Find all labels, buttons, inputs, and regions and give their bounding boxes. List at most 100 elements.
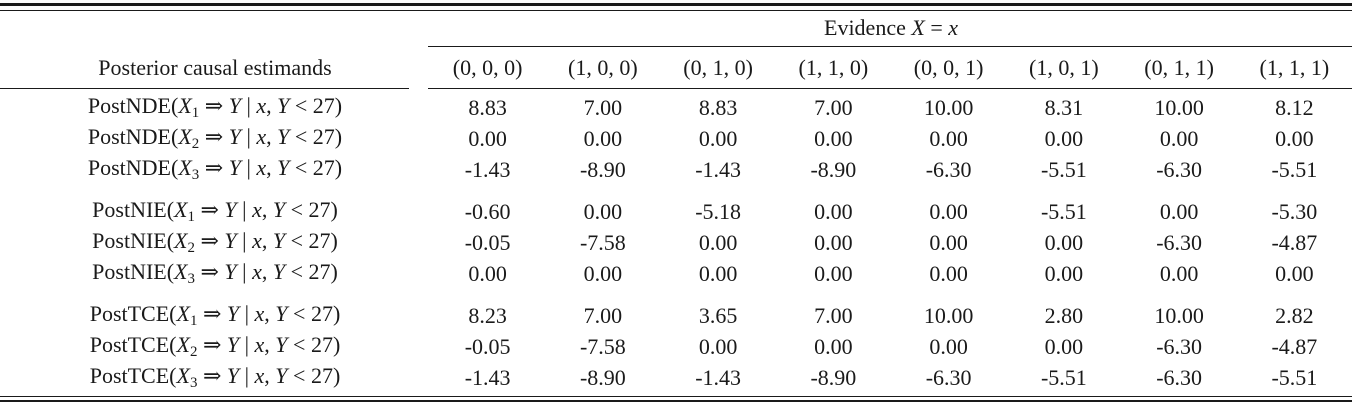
row-label: PostNDE(X1 ⇒ Y | x, Y < 27) [87, 92, 343, 122]
value-cell: 8.23 [468, 302, 507, 328]
value-cell: -4.87 [1271, 229, 1318, 255]
value-cell: -8.90 [579, 156, 626, 182]
table-row: PostTCE(X1 ⇒ Y | x, Y < 27) 8.23 7.00 3.65 7… [0, 300, 1352, 331]
bottom-rule-thin [0, 396, 1352, 398]
top-rule-thick [0, 3, 1352, 6]
column-header: (0, 0, 1) [913, 54, 984, 80]
value-cell: 0.00 [468, 260, 507, 286]
value-cell: -1.43 [695, 156, 742, 182]
value-cell: 0.00 [929, 125, 968, 151]
value-cell: 8.83 [698, 94, 738, 120]
value-cell: -4.87 [1271, 333, 1318, 359]
value-cell: 0.00 [1275, 260, 1314, 286]
table-row: PostTCE(X3 ⇒ Y | x, Y < 27) -1.43 -8.90 -1.… [0, 362, 1352, 393]
row-label: PostNIE(X2 ⇒ Y | x, Y < 27) [92, 227, 338, 257]
value-cell: 0.00 [698, 125, 738, 151]
table-row: PostNIE(X2 ⇒ Y | x, Y < 27) -0.05 -7.58 0.0… [0, 227, 1352, 258]
value-cell: -0.05 [464, 229, 511, 255]
value-cell: -1.43 [464, 364, 511, 390]
value-cell: 7.00 [814, 94, 853, 120]
column-header: (1, 0, 0) [568, 54, 638, 80]
evidence-span-rule [428, 46, 1352, 48]
row-label: PostTCE(X3 ⇒ Y | x, Y < 27) [89, 362, 341, 392]
column-header: (0, 1, 0) [683, 54, 753, 80]
value-cell: 0.00 [1044, 260, 1084, 286]
table-row: PostNDE(X3 ⇒ Y | x, Y < 27) -1.43 -8.90 -1.… [0, 154, 1352, 185]
value-cell: -0.05 [464, 333, 511, 359]
row-label: PostNDE(X2 ⇒ Y | x, Y < 27) [87, 123, 343, 153]
value-cell: 10.00 [923, 302, 974, 328]
value-cell: 0.00 [814, 125, 853, 151]
value-cell: 0.00 [814, 260, 853, 286]
value-cell: 0.00 [1159, 125, 1199, 151]
table-body: PostNDE(X1 ⇒ Y | x, Y < 27) 8.83 7.00 8.83 7… [0, 88, 1352, 393]
value-cell: 0.00 [814, 198, 853, 224]
value-cell: -1.43 [464, 156, 511, 182]
value-cell: 0.00 [583, 125, 623, 151]
value-cell: -5.51 [1040, 198, 1087, 224]
value-cell: -5.51 [1040, 156, 1087, 182]
value-cell: -8.90 [810, 156, 857, 182]
value-cell: -8.90 [810, 364, 857, 390]
column-header-rule [428, 88, 1352, 90]
column-header: (1, 1, 1) [1259, 54, 1330, 80]
value-cell: -5.51 [1271, 364, 1318, 390]
value-cell: -1.43 [695, 364, 742, 390]
value-cell: 0.00 [698, 229, 738, 255]
row-label: PostNDE(X3 ⇒ Y | x, Y < 27) [87, 154, 343, 184]
value-cell: 0.00 [698, 333, 738, 359]
value-cell: 0.00 [814, 229, 853, 255]
column-header: (1, 1, 0) [798, 54, 869, 80]
evidence-header-label: Evidence X = x [824, 15, 958, 40]
value-cell: 0.00 [468, 125, 507, 151]
table-row: PostNDE(X2 ⇒ Y | x, Y < 27) 0.00 0.00 0.00 0… [0, 123, 1352, 154]
value-cell: -8.90 [579, 364, 626, 390]
table-row: PostNDE(X1 ⇒ Y | x, Y < 27) 8.83 7.00 8.83 7… [0, 92, 1352, 123]
value-cell: -6.30 [1156, 364, 1203, 390]
value-cell: 0.00 [814, 333, 853, 359]
value-cell: 3.65 [698, 302, 738, 328]
value-cell: 0.00 [1159, 198, 1199, 224]
value-cell: -5.51 [1040, 364, 1087, 390]
value-cell: 10.00 [923, 94, 974, 120]
value-cell: 8.31 [1044, 94, 1084, 120]
value-cell: 0.00 [583, 260, 623, 286]
value-cell: -6.30 [1156, 156, 1203, 182]
value-cell: 0.00 [1275, 125, 1314, 151]
value-cell: 0.00 [1044, 125, 1084, 151]
value-cell: -6.30 [1156, 229, 1203, 255]
value-cell: 0.00 [1044, 229, 1084, 255]
value-cell: -6.30 [1156, 333, 1203, 359]
column-header-row: Posterior causal estimands (0, 0, 0) (1, … [0, 47, 1352, 88]
row-label: PostTCE(X1 ⇒ Y | x, Y < 27) [89, 300, 341, 330]
value-cell: 0.00 [929, 198, 968, 224]
stub-header-label: Posterior causal estimands [98, 54, 332, 80]
value-cell: -6.30 [925, 364, 972, 390]
value-cell: 0.00 [1159, 260, 1199, 286]
value-cell: -0.60 [464, 198, 511, 224]
table-row: PostNIE(X1 ⇒ Y | x, Y < 27) -0.60 0.00 -5.1… [0, 196, 1352, 227]
value-cell: 8.83 [468, 94, 507, 120]
value-cell: 0.00 [1044, 333, 1084, 359]
evidence-header-row: Evidence X = x [0, 0, 1352, 47]
value-cell: 7.00 [583, 302, 623, 328]
value-cell: 7.00 [583, 94, 623, 120]
value-cell: 10.00 [1154, 302, 1204, 328]
value-cell: 0.00 [929, 333, 968, 359]
row-label: PostNIE(X3 ⇒ Y | x, Y < 27) [92, 258, 338, 288]
column-header: (1, 0, 1) [1029, 54, 1099, 80]
value-cell: 2.82 [1275, 302, 1314, 328]
row-label: PostNIE(X1 ⇒ Y | x, Y < 27) [92, 196, 338, 226]
value-cell: -7.58 [579, 333, 626, 359]
column-header: (0, 1, 1) [1144, 54, 1214, 80]
value-cell: 2.80 [1044, 302, 1084, 328]
value-cell: 8.12 [1275, 94, 1314, 120]
stub-header-rule [0, 88, 409, 90]
value-cell: 0.00 [929, 229, 968, 255]
top-rule-thin [0, 9, 1352, 11]
value-cell: -6.30 [925, 156, 972, 182]
value-cell: 0.00 [929, 260, 968, 286]
table-row: PostNIE(X3 ⇒ Y | x, Y < 27) 0.00 0.00 0.00 0… [0, 258, 1352, 289]
value-cell: 7.00 [814, 302, 853, 328]
